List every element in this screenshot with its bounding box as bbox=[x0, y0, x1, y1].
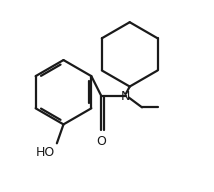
Text: N: N bbox=[121, 89, 131, 103]
Text: O: O bbox=[96, 135, 106, 148]
Text: HO: HO bbox=[36, 146, 55, 159]
